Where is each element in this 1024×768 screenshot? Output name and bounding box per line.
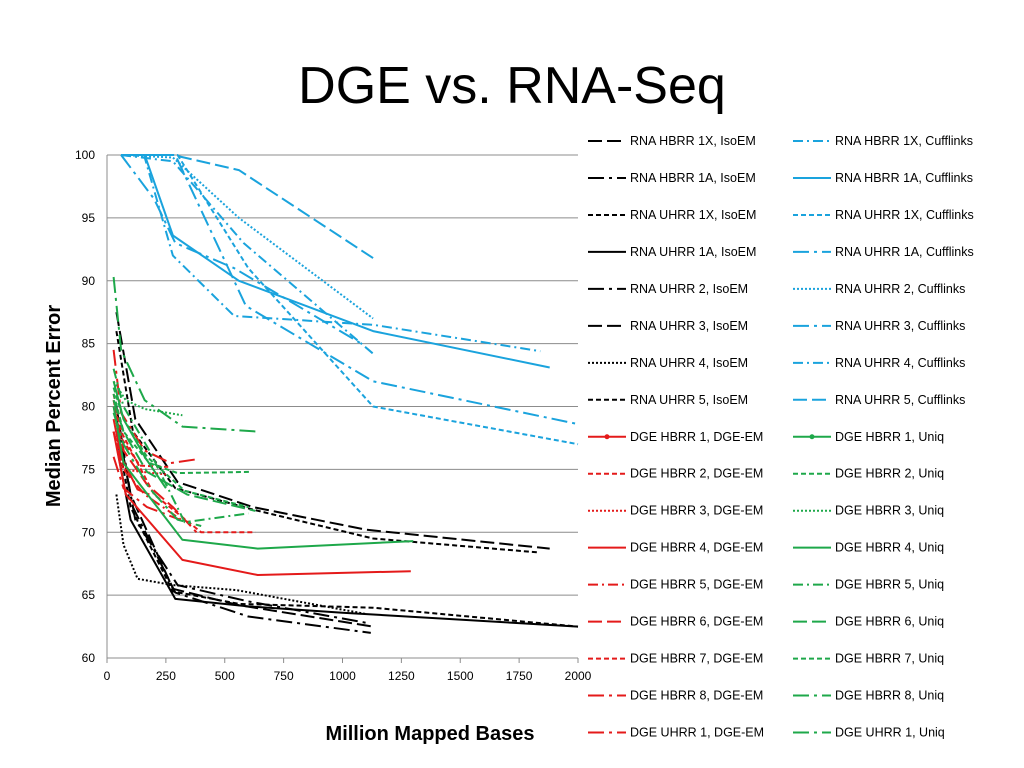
x-tick-label: 1750 <box>506 669 533 683</box>
x-tick-label: 750 <box>274 669 294 683</box>
legend-label: RNA UHRR 3, Cufflinks <box>835 319 965 333</box>
legend-label: DGE HBRR 4, DGE-EM <box>630 541 763 555</box>
x-tick-label: 500 <box>215 669 235 683</box>
series-line <box>120 154 541 353</box>
legend-label: RNA UHRR 3, IsoEM <box>630 319 748 333</box>
legend-label: RNA UHRR 4, Cufflinks <box>835 356 965 370</box>
x-tick-label: 1250 <box>388 669 415 683</box>
legend-label: DGE HBRR 6, DGE-EM <box>630 615 763 629</box>
series-line <box>120 154 362 345</box>
series-line <box>115 418 371 634</box>
legend-label: RNA UHRR 5, Cufflinks <box>835 393 965 407</box>
series-line <box>121 154 374 259</box>
series-line <box>115 494 367 615</box>
series-line <box>115 406 374 628</box>
legend-label: RNA HBRR 1A, Cufflinks <box>835 171 973 185</box>
series-line <box>112 456 181 521</box>
slide-title: DGE vs. RNA-Seq <box>298 57 726 115</box>
legend-marker <box>809 434 815 440</box>
gridlines <box>107 154 578 596</box>
axes <box>106 155 579 663</box>
x-tick-label: 1500 <box>447 669 474 683</box>
legend-label: DGE HBRR 3, DGE-EM <box>630 504 763 518</box>
series-line <box>112 412 202 527</box>
legend-label: RNA UHRR 1X, IsoEM <box>630 208 756 222</box>
series-line <box>112 368 249 524</box>
series-line <box>112 399 256 512</box>
series-line <box>115 444 579 628</box>
legend-label: DGE HBRR 1, Uniq <box>835 430 944 444</box>
legend: RNA HBRR 1X, IsoEM RNA HBRR 1X, Cufflinks… <box>588 134 974 740</box>
series-line <box>112 381 167 489</box>
legend-label: RNA UHRR 2, IsoEM <box>630 282 748 296</box>
series-line <box>112 431 411 576</box>
series-line <box>112 380 183 417</box>
legend-label: RNA UHRR 1A, Cufflinks <box>835 245 974 259</box>
y-tick-label: 90 <box>82 274 96 288</box>
y-tick-label: 85 <box>82 337 96 351</box>
legend-label: RNA UHRR 2, Cufflinks <box>835 282 965 296</box>
series-line <box>112 431 186 524</box>
legend-label: DGE HBRR 6, Uniq <box>835 615 944 629</box>
y-tick-label: 60 <box>82 651 96 665</box>
x-tick-label: 2000 <box>565 669 592 683</box>
legend-label: DGE HBRR 8, DGE-EM <box>630 689 763 703</box>
legend-marker <box>604 434 610 440</box>
x-tick-label: 1000 <box>329 669 356 683</box>
legend-label: DGE HBRR 5, DGE-EM <box>630 578 763 592</box>
x-tick-label: 250 <box>156 669 176 683</box>
series-line <box>112 349 197 465</box>
y-tick-label: 95 <box>82 211 96 225</box>
series-line <box>121 154 579 446</box>
series-line <box>112 276 258 433</box>
legend-label: DGE HBRR 4, Uniq <box>835 541 944 555</box>
series-line <box>112 431 167 476</box>
legend-label: DGE HBRR 2, Uniq <box>835 467 944 481</box>
y-axis-title: Median Percent Error <box>43 305 65 508</box>
series-line <box>121 154 579 426</box>
x-tick-label: 0 <box>104 669 111 683</box>
legend-label: RNA HBRR 1X, IsoEM <box>630 134 756 148</box>
legend-label: DGE HBRR 7, Uniq <box>835 652 944 666</box>
legend-label: DGE UHRR 1, Uniq <box>835 726 945 740</box>
legend-label: RNA UHRR 1A, IsoEM <box>630 245 756 259</box>
legend-label: DGE HBRR 2, DGE-EM <box>630 467 763 481</box>
series-line <box>121 154 374 320</box>
series-line <box>120 154 374 355</box>
y-tick-label: 75 <box>82 462 96 476</box>
series-line <box>115 418 367 624</box>
x-axis-title: Million Mapped Bases <box>326 723 535 745</box>
legend-label: RNA UHRR 4, IsoEM <box>630 356 748 370</box>
legend-label: RNA HBRR 1A, IsoEM <box>630 171 756 185</box>
series-line <box>115 431 579 628</box>
legend-label: RNA HBRR 1X, Cufflinks <box>835 134 973 148</box>
series-line <box>115 312 550 550</box>
y-tick-label: 70 <box>82 525 96 539</box>
y-tick-label: 65 <box>82 588 96 602</box>
y-tick-label: 100 <box>75 148 95 162</box>
series-line <box>112 406 414 550</box>
legend-label: RNA UHRR 1X, Cufflinks <box>835 208 974 222</box>
legend-label: RNA UHRR 5, IsoEM <box>630 393 748 407</box>
y-tick-label: 80 <box>82 400 96 414</box>
legend-label: DGE HBRR 8, Uniq <box>835 689 944 703</box>
series-lines <box>112 154 579 634</box>
legend-label: DGE UHRR 1, DGE-EM <box>630 726 764 740</box>
legend-label: DGE HBRR 3, Uniq <box>835 504 944 518</box>
series-line <box>121 154 550 369</box>
legend-label: DGE HBRR 5, Uniq <box>835 578 944 592</box>
legend-label: DGE HBRR 7, DGE-EM <box>630 652 763 666</box>
legend-label: DGE HBRR 1, DGE-EM <box>630 430 763 444</box>
